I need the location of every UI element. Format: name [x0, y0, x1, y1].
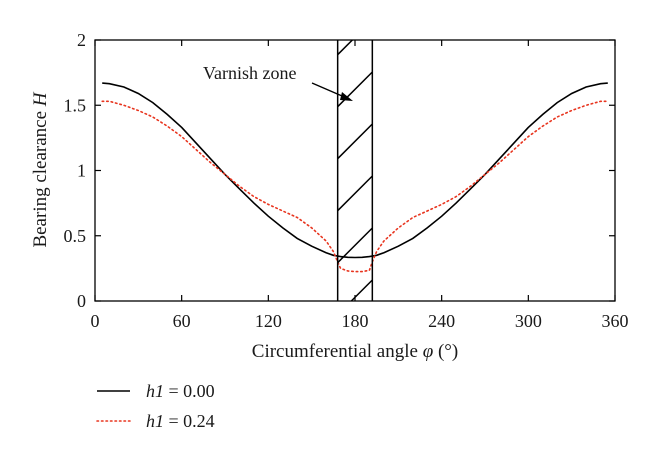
legend-label-2: h1 = 0.24	[146, 411, 215, 431]
y-tick-label: 2	[77, 30, 86, 50]
y-tick-label: 0	[77, 291, 86, 311]
x-tick-label: 120	[255, 311, 282, 331]
hatch-line	[337, 123, 373, 160]
x-tick-label: 180	[342, 311, 369, 331]
hatch-line	[337, 227, 373, 264]
x-tick-label: 0	[91, 311, 100, 331]
x-tick-label: 300	[515, 311, 542, 331]
legend-label-1: h1 = 0.00	[146, 381, 215, 401]
hatch-line	[337, 40, 354, 56]
varnish-zone-arrow	[311, 82, 353, 101]
series-layer	[101, 82, 609, 273]
legend: h1 = 0.00 h1 = 0.24	[96, 381, 215, 431]
series-line-1	[102, 82, 608, 259]
y-tick-label: 1.5	[64, 95, 87, 115]
arrow-head	[340, 92, 353, 101]
axes: 0 60 120 180 240 300 360 0 0.5 1 1.5 2	[64, 30, 629, 331]
y-tick-label: 1	[77, 161, 86, 181]
hatch-line	[337, 175, 373, 212]
series-line-2	[101, 100, 609, 273]
varnish-zone-label: Varnish zone	[203, 63, 296, 83]
varnish-zone-band	[338, 40, 373, 301]
x-tick-label: 360	[602, 311, 629, 331]
x-tick-label: 240	[428, 311, 455, 331]
hatch-line	[337, 71, 373, 108]
y-axis-title: Bearing clearance H	[30, 91, 51, 247]
x-tick-label: 60	[173, 311, 191, 331]
varnish-zone	[336, 40, 374, 301]
x-axis-title: Circumferential angle φ (°)	[252, 341, 458, 362]
y-tick-label: 0.5	[64, 226, 87, 246]
